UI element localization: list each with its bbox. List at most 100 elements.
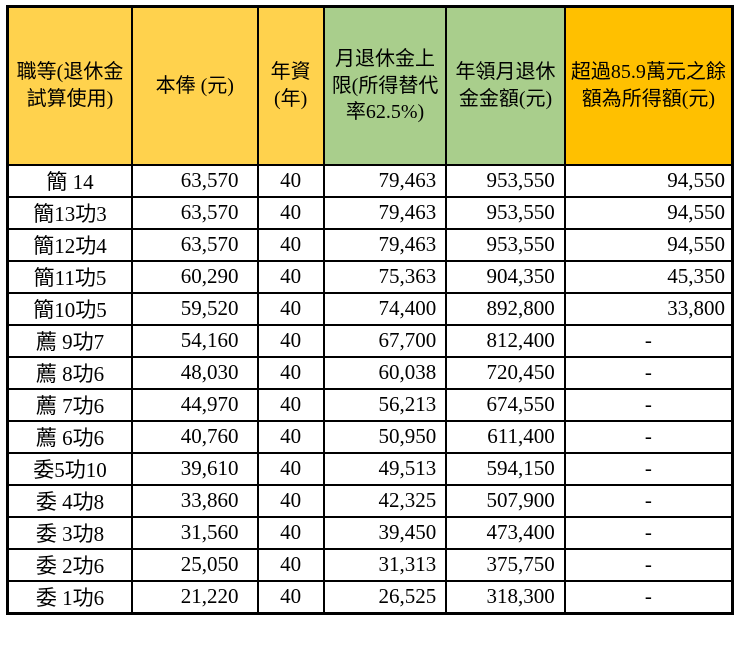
years-cell: 40 (256, 195, 325, 230)
years-cell: 40 (256, 355, 325, 390)
years-cell: 40 (256, 227, 325, 262)
base-salary-cell: 48,030 (131, 355, 259, 390)
excess-income-cell: - (563, 355, 734, 390)
base-salary-cell: 40,760 (131, 419, 259, 454)
excess-income-cell: 94,550 (563, 227, 734, 262)
table-row: 委 4功8 33,860 40 42,325 507,900 - (6, 483, 734, 518)
years-cell: 40 (256, 419, 325, 454)
monthly-cap-cell: 31,313 (322, 547, 448, 582)
grade-cell: 委 2功6 (6, 547, 133, 582)
grade-cell: 簡10功5 (6, 291, 133, 326)
table-row: 委 3功8 31,560 40 39,450 473,400 - (6, 515, 734, 550)
column-header-monthly-cap: 月退休金上限(所得替代率62.5%) (322, 5, 448, 166)
table-row: 簡10功5 59,520 40 74,400 892,800 33,800 (6, 291, 734, 326)
monthly-cap-cell: 60,038 (322, 355, 448, 390)
base-salary-cell: 44,970 (131, 387, 259, 422)
annual-amount-cell: 375,750 (445, 547, 566, 582)
annual-amount-cell: 953,550 (445, 163, 566, 198)
monthly-cap-cell: 79,463 (322, 163, 448, 198)
column-header-years: 年資 (年) (256, 5, 325, 166)
years-cell: 40 (256, 515, 325, 550)
monthly-cap-cell: 67,700 (322, 323, 448, 358)
years-cell: 40 (256, 579, 325, 614)
monthly-cap-cell: 79,463 (322, 195, 448, 230)
base-salary-cell: 31,560 (131, 515, 259, 550)
table-row: 委5功10 39,610 40 49,513 594,150 - (6, 451, 734, 486)
grade-cell: 委5功10 (6, 451, 133, 486)
annual-amount-cell: 674,550 (445, 387, 566, 422)
monthly-cap-cell: 75,363 (322, 259, 448, 294)
base-salary-cell: 39,610 (131, 451, 259, 486)
annual-amount-cell: 318,300 (445, 579, 566, 614)
table-row: 簡13功3 63,570 40 79,463 953,550 94,550 (6, 195, 734, 230)
excess-income-cell: - (563, 387, 734, 422)
grade-cell: 委 4功8 (6, 483, 133, 518)
annual-amount-cell: 720,450 (445, 355, 566, 390)
annual-amount-cell: 953,550 (445, 195, 566, 230)
grade-cell: 薦 8功6 (6, 355, 133, 390)
annual-amount-cell: 507,900 (445, 483, 566, 518)
excess-income-cell: - (563, 419, 734, 454)
base-salary-cell: 54,160 (131, 323, 259, 358)
years-cell: 40 (256, 387, 325, 422)
annual-amount-cell: 611,400 (445, 419, 566, 454)
annual-amount-cell: 473,400 (445, 515, 566, 550)
excess-income-cell: - (563, 579, 734, 614)
base-salary-cell: 63,570 (131, 227, 259, 262)
monthly-cap-cell: 26,525 (322, 579, 448, 614)
table-body: 簡 14 63,570 40 79,463 953,550 94,550 簡13… (6, 163, 734, 614)
column-header-annual-amount: 年領月退休金金額(元) (445, 5, 566, 166)
annual-amount-cell: 812,400 (445, 323, 566, 358)
years-cell: 40 (256, 483, 325, 518)
monthly-cap-cell: 79,463 (322, 227, 448, 262)
monthly-cap-cell: 39,450 (322, 515, 448, 550)
years-cell: 40 (256, 163, 325, 198)
grade-cell: 簡 14 (6, 163, 133, 198)
header-row: 職等(退休金試算使用) 本俸 (元) 年資 (年) 月退休金上限(所得替代率62… (6, 5, 734, 166)
excess-income-cell: - (563, 483, 734, 518)
excess-income-cell: - (563, 547, 734, 582)
excess-income-cell: - (563, 451, 734, 486)
monthly-cap-cell: 56,213 (322, 387, 448, 422)
base-salary-cell: 25,050 (131, 547, 259, 582)
excess-income-cell: 94,550 (563, 195, 734, 230)
annual-amount-cell: 953,550 (445, 227, 566, 262)
table-row: 簡12功4 63,570 40 79,463 953,550 94,550 (6, 227, 734, 262)
pension-table: 職等(退休金試算使用) 本俸 (元) 年資 (年) 月退休金上限(所得替代率62… (6, 5, 734, 615)
base-salary-cell: 63,570 (131, 195, 259, 230)
years-cell: 40 (256, 451, 325, 486)
annual-amount-cell: 892,800 (445, 291, 566, 326)
excess-income-cell: - (563, 323, 734, 358)
table-row: 薦 7功6 44,970 40 56,213 674,550 - (6, 387, 734, 422)
column-header-base-salary: 本俸 (元) (131, 5, 259, 166)
table-header: 職等(退休金試算使用) 本俸 (元) 年資 (年) 月退休金上限(所得替代率62… (6, 5, 734, 166)
monthly-cap-cell: 74,400 (322, 291, 448, 326)
table-row: 簡11功5 60,290 40 75,363 904,350 45,350 (6, 259, 734, 294)
grade-cell: 簡13功3 (6, 195, 133, 230)
years-cell: 40 (256, 291, 325, 326)
grade-cell: 薦 9功7 (6, 323, 133, 358)
annual-amount-cell: 904,350 (445, 259, 566, 294)
excess-income-cell: 45,350 (563, 259, 734, 294)
years-cell: 40 (256, 547, 325, 582)
grade-cell: 委 1功6 (6, 579, 133, 614)
table-row: 薦 9功7 54,160 40 67,700 812,400 - (6, 323, 734, 358)
grade-cell: 簡12功4 (6, 227, 133, 262)
grade-cell: 薦 7功6 (6, 387, 133, 422)
excess-income-cell: - (563, 515, 734, 550)
grade-cell: 薦 6功6 (6, 419, 133, 454)
monthly-cap-cell: 42,325 (322, 483, 448, 518)
annual-amount-cell: 594,150 (445, 451, 566, 486)
base-salary-cell: 21,220 (131, 579, 259, 614)
base-salary-cell: 33,860 (131, 483, 259, 518)
table-row: 簡 14 63,570 40 79,463 953,550 94,550 (6, 163, 734, 198)
years-cell: 40 (256, 323, 325, 358)
base-salary-cell: 63,570 (131, 163, 259, 198)
table-row: 委 2功6 25,050 40 31,313 375,750 - (6, 547, 734, 582)
table-row: 薦 8功6 48,030 40 60,038 720,450 - (6, 355, 734, 390)
table-container: 職等(退休金試算使用) 本俸 (元) 年資 (年) 月退休金上限(所得替代率62… (6, 5, 734, 615)
excess-income-cell: 94,550 (563, 163, 734, 198)
grade-cell: 委 3功8 (6, 515, 133, 550)
years-cell: 40 (256, 259, 325, 294)
grade-cell: 簡11功5 (6, 259, 133, 294)
